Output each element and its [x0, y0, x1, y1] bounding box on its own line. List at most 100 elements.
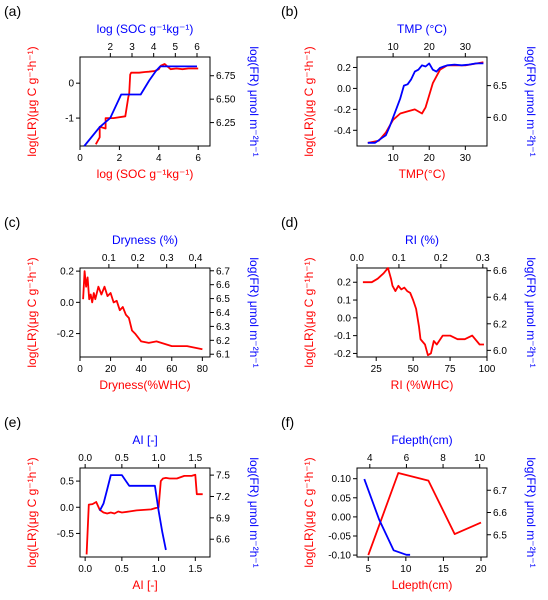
y-left-tick-label: -0.1: [334, 331, 352, 342]
x-bottom-axis-title: log (SOC g⁻¹kg⁻¹): [97, 167, 194, 181]
x-bottom-tick-label: 10: [388, 153, 400, 164]
x-top-tick-label: 1.5: [188, 453, 202, 464]
plot-frame: [356, 267, 488, 358]
x-top-tick-label: 10: [474, 453, 486, 464]
x-bottom-tick-label: 6: [195, 153, 201, 164]
y-left-tick-label: -0.2: [334, 349, 352, 360]
y-left-tick-label: 0.0: [60, 298, 74, 309]
chart-panel: (f) 5 10 15 20 4 6 8 10 -0.10 -0.05 0.00 0.05 0.10 6.5…: [281, 414, 538, 592]
plot-frame: [79, 467, 211, 558]
y-right-tick-label: 7.5: [216, 471, 230, 482]
x-bottom-tick-label: 0: [77, 364, 83, 375]
y-right-axis-title: log(FR) μmol m⁻²h⁻¹: [524, 46, 538, 156]
x-bottom-tick-label: 30: [460, 153, 472, 164]
chart-panel: (b) 10 20 30 10 20 30 -0.4 -0.2 0.0 0.2 6.0 6.5 TMP(°…: [281, 3, 538, 181]
y-left-tick-label: 0.05: [332, 493, 352, 504]
y-right-tick-label: 6.3: [216, 322, 230, 333]
x-top-axis-title: Dryness (%): [112, 233, 178, 247]
y-right-axis-title: log(FR) μmol m⁻²h⁻¹: [524, 457, 538, 567]
y-right-tick-label: 6.6: [493, 508, 507, 519]
x-bottom-axis-title: RI (%WHC): [391, 378, 454, 392]
x-bottom-tick-label: 15: [438, 564, 450, 575]
series-line-fr: [83, 65, 197, 147]
x-bottom-tick-label: 80: [197, 364, 209, 375]
x-bottom-tick-label: 20: [105, 364, 117, 375]
panel-label: (a): [4, 3, 21, 19]
x-top-tick-label: 5: [173, 42, 179, 53]
panel-label: (b): [281, 3, 298, 19]
x-top-tick-label: 10: [388, 42, 400, 53]
series-line-lr: [367, 61, 484, 144]
x-top-tick-label: 0.3: [476, 253, 490, 264]
y-right-tick-label: 6.2: [493, 319, 507, 330]
series-line-lr: [95, 63, 199, 145]
plot-frame: [79, 56, 211, 147]
x-top-axis-title: Fdepth(cm): [391, 433, 452, 447]
y-right-tick-label: 6.6: [216, 535, 230, 546]
x-bottom-tick-label: 4: [156, 153, 162, 164]
x-top-tick-label: 8: [440, 453, 446, 464]
chart-panel: (e) 0.0 0.5 1.0 1.5 0.0 0.5 1.0 1.5 -0.5 0.0 0.5 6.6…: [4, 414, 261, 592]
x-bottom-axis-title: TMP(°C): [399, 167, 446, 181]
x-top-tick-label: 0.1: [102, 253, 116, 264]
x-bottom-tick-label: 2: [117, 153, 123, 164]
y-right-axis-title: log(FR) μmol m⁻²h⁻¹: [524, 257, 538, 367]
x-top-tick-label: 0.2: [434, 253, 448, 264]
y-right-tick-label: 6.0: [493, 113, 507, 124]
y-right-tick-label: 6.5: [493, 81, 507, 92]
y-left-tick-label: 0.2: [60, 267, 74, 278]
x-top-tick-label: 6: [194, 42, 200, 53]
y-right-tick-label: 6.9: [216, 513, 230, 524]
y-left-tick-label: -0.4: [334, 126, 352, 137]
y-left-axis-title: log(LR)(μg C g⁻¹h⁻¹): [25, 257, 39, 367]
series-line-fr: [367, 62, 484, 144]
y-right-tick-label: 6.4: [493, 293, 507, 304]
y-left-tick-label: 0: [68, 79, 74, 90]
x-top-tick-label: 0.3: [160, 253, 174, 264]
y-right-tick-label: 6.2: [216, 336, 230, 347]
y-left-tick-label: 0.0: [60, 503, 74, 514]
y-right-tick-label: 6.7: [216, 266, 230, 277]
x-bottom-axis-title: Ldepth(cm): [392, 578, 453, 592]
y-right-axis-title: log(FR) μmol m⁻²h⁻¹: [247, 457, 261, 567]
x-bottom-tick-label: 20: [475, 564, 487, 575]
x-top-tick-label: 6: [404, 453, 410, 464]
y-right-axis-title: log(FR) μmol m⁻²h⁻¹: [247, 46, 261, 156]
y-left-tick-label: -0.05: [328, 531, 351, 542]
y-left-tick-label: 0.0: [337, 84, 351, 95]
x-bottom-tick-label: 0: [77, 153, 83, 164]
x-bottom-tick-label: 1.5: [188, 564, 202, 575]
chart-panel: (d) 25 50 75 100 0.0 0.1 0.2 0.3 -0.2 -0.1 0.0 0.1 0.…: [281, 214, 538, 392]
x-top-tick-label: 20: [424, 42, 436, 53]
x-top-tick-label: 30: [460, 42, 472, 53]
x-top-tick-label: 3: [129, 42, 135, 53]
x-bottom-tick-label: 40: [136, 364, 148, 375]
x-top-tick-label: 4: [151, 42, 157, 53]
x-bottom-tick-label: 0.0: [78, 564, 92, 575]
y-left-tick-label: 0.10: [332, 474, 352, 485]
y-right-tick-label: 6.5: [493, 530, 507, 541]
x-top-tick-label: 0.5: [115, 453, 129, 464]
chart-panel: (a) 0 2 4 6 2 3 4 5 6 -1 0 6.25 6.50 6.75 log (SOC g⁻¹k…: [4, 3, 261, 181]
x-bottom-tick-label: 50: [408, 364, 420, 375]
x-top-tick-label: 0.0: [350, 253, 364, 264]
x-top-tick-label: 0.4: [189, 253, 203, 264]
y-right-tick-label: 6.1: [216, 350, 230, 361]
y-right-tick-label: 6.25: [216, 118, 236, 129]
y-left-tick-label: 0.2: [337, 63, 351, 74]
plot-frame: [79, 267, 211, 358]
x-bottom-axis-title: AI [-]: [132, 578, 157, 592]
x-bottom-tick-label: 20: [424, 153, 436, 164]
y-right-tick-label: 6.75: [216, 71, 236, 82]
panel-label: (c): [4, 214, 20, 230]
y-left-tick-label: 0.0: [337, 313, 351, 324]
series-line-lr: [367, 472, 482, 556]
y-right-tick-label: 6.4: [216, 308, 230, 319]
y-right-tick-label: 6.7: [493, 486, 507, 497]
y-right-tick-label: 6.6: [216, 280, 230, 291]
x-bottom-tick-label: 100: [479, 364, 496, 375]
y-left-tick-label: 0.00: [332, 512, 352, 523]
x-top-axis-title: log (SOC g⁻¹kg⁻¹): [97, 22, 194, 36]
y-left-tick-label: -0.5: [57, 529, 75, 540]
x-top-tick-label: 2: [108, 42, 114, 53]
